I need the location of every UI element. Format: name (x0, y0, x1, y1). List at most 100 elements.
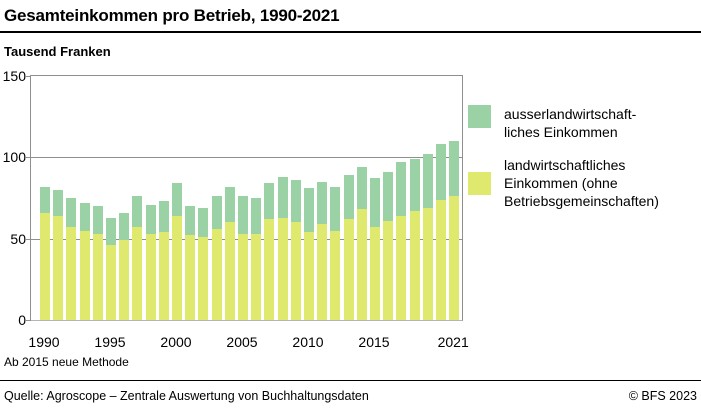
x-tick-label-2015: 2015 (358, 334, 390, 350)
bar-2014-landwirtschaftlich (356, 209, 367, 320)
bar-1997-landwirtschaftlich (132, 227, 143, 320)
bar-2012-ausserlandwirtschaftlich (330, 186, 341, 231)
bar-1999-ausserlandwirtschaftlich (158, 201, 169, 233)
bar-2008-ausserlandwirtschaftlich (277, 176, 288, 218)
y-tick-0 (25, 320, 31, 321)
bar-1996-ausserlandwirtschaftlich (119, 212, 130, 241)
bar-2005-ausserlandwirtschaftlich (238, 196, 248, 234)
bar-1995-ausserlandwirtschaftlich (106, 217, 116, 246)
legend-swatch-green (468, 105, 491, 128)
bar-2017-landwirtschaftlich (396, 215, 407, 320)
bar-2002-landwirtschaftlich (198, 237, 209, 320)
plot-area (25, 75, 463, 321)
legend-label-line: Einkommen (ohne (504, 175, 618, 191)
bar-2011-landwirtschaftlich (317, 224, 328, 320)
legend-label: landwirtschaftliches Einkommen (ohne Bet… (504, 156, 659, 210)
bar-2007-ausserlandwirtschaftlich (264, 183, 275, 220)
bar-1991-ausserlandwirtschaftlich (53, 189, 64, 216)
bar-2010-landwirtschaftlich (304, 232, 314, 320)
bar-1994-landwirtschaftlich (92, 233, 103, 320)
bar-2021-landwirtschaftlich (449, 196, 460, 320)
legend-label-line: landwirtschaftliches (504, 157, 626, 173)
bar-2010-ausserlandwirtschaftlich (304, 188, 314, 233)
bar-1992-landwirtschaftlich (66, 227, 77, 320)
legend-swatch-yellow (468, 171, 491, 195)
y-tick-label-0: 0 (18, 312, 26, 328)
legend-label-line: ausserlandwirtschaft- (504, 106, 637, 122)
bar-1994-ausserlandwirtschaftlich (92, 206, 103, 234)
bar-2013-landwirtschaftlich (343, 219, 354, 320)
legend-item-ausserlandwirtschaftlich: ausserlandwirtschaft- liches Einkommen (468, 105, 696, 141)
bar-2001-landwirtschaftlich (185, 235, 196, 320)
y-tick-label-150: 150 (2, 68, 26, 84)
bar-2020-ausserlandwirtschaftlich (436, 144, 446, 200)
bar-2013-ausserlandwirtschaftlich (343, 175, 354, 220)
bar-1998-ausserlandwirtschaftlich (145, 204, 156, 234)
bar-1997-ausserlandwirtschaftlich (132, 196, 143, 228)
bar-1990-landwirtschaftlich (40, 212, 50, 320)
bar-2012-landwirtschaftlich (330, 230, 341, 320)
bar-2020-landwirtschaftlich (436, 199, 446, 320)
bar-2002-ausserlandwirtschaftlich (198, 207, 209, 238)
x-tick-label-1990: 1990 (28, 334, 60, 350)
legend-item-landwirtschaftlich: landwirtschaftliches Einkommen (ohne Bet… (468, 156, 696, 210)
bar-2008-landwirtschaftlich (277, 217, 288, 320)
bar-2018-landwirtschaftlich (409, 211, 420, 320)
bar-1990-ausserlandwirtschaftlich (40, 186, 50, 213)
bar-2019-landwirtschaftlich (422, 207, 433, 320)
bar-2015-landwirtschaftlich (370, 227, 380, 320)
bar-2000-landwirtschaftlich (172, 215, 182, 320)
chart-header: Gesamteinkommen pro Betrieb, 1990-2021 (0, 0, 701, 33)
y-tick-150 (25, 76, 31, 77)
bar-2004-ausserlandwirtschaftlich (224, 186, 235, 223)
bar-1995-landwirtschaftlich (106, 245, 116, 320)
bar-2003-ausserlandwirtschaftlich (211, 196, 222, 229)
bar-2018-ausserlandwirtschaftlich (409, 158, 420, 212)
bar-2016-landwirtschaftlich (383, 220, 394, 320)
y-tick-label-100: 100 (2, 149, 26, 166)
bar-2021-ausserlandwirtschaftlich (449, 141, 460, 197)
bar-1993-landwirtschaftlich (79, 230, 90, 320)
bar-2016-ausserlandwirtschaftlich (383, 171, 394, 221)
legend: ausserlandwirtschaft- liches Einkommen l… (468, 105, 696, 210)
bar-2015-ausserlandwirtschaftlich (370, 178, 380, 228)
bar-2011-ausserlandwirtschaftlich (317, 181, 328, 225)
copyright-text: © BFS 2023 (628, 389, 697, 403)
bar-2019-ausserlandwirtschaftlich (422, 154, 433, 208)
bar-1993-ausserlandwirtschaftlich (79, 202, 90, 231)
chart-title: Gesamteinkommen pro Betrieb, 1990-2021 (4, 6, 340, 25)
y-tick-label-50: 50 (10, 230, 26, 247)
source-text: Quelle: Agroscope – Zentrale Auswertung … (4, 389, 369, 403)
bar-2003-landwirtschaftlich (211, 228, 222, 320)
x-tick-label-2000: 2000 (160, 334, 192, 350)
footer-divider (0, 380, 701, 381)
gridline-100 (31, 157, 462, 159)
x-tick-label-2005: 2005 (226, 334, 258, 350)
y-tick-50 (25, 238, 31, 240)
bar-2001-ausserlandwirtschaftlich (185, 206, 196, 236)
bar-1998-landwirtschaftlich (145, 233, 156, 320)
bar-2006-landwirtschaftlich (251, 233, 262, 320)
legend-label-line: Betriebsgemeinschaften) (504, 193, 659, 209)
bar-2007-landwirtschaftlich (264, 219, 275, 320)
legend-label: ausserlandwirtschaft- liches Einkommen (504, 105, 636, 141)
bar-1999-landwirtschaftlich (158, 232, 169, 320)
bar-2004-landwirtschaftlich (224, 222, 235, 320)
bar-1991-landwirtschaftlich (53, 215, 64, 320)
bar-2017-ausserlandwirtschaftlich (396, 162, 407, 216)
bar-2009-landwirtschaftlich (290, 222, 301, 320)
bar-1996-landwirtschaftlich (119, 240, 130, 320)
unit-label: Tausend Franken (4, 44, 111, 59)
x-tick-label-2021: 2021 (437, 334, 469, 350)
bar-2006-ausserlandwirtschaftlich (251, 198, 262, 234)
y-tick-100 (25, 157, 31, 159)
bar-2000-ausserlandwirtschaftlich (172, 183, 182, 216)
x-tick-label-1995: 1995 (94, 334, 126, 350)
bar-2005-landwirtschaftlich (238, 233, 248, 320)
bar-2014-ausserlandwirtschaftlich (356, 167, 367, 210)
bar-1992-ausserlandwirtschaftlich (66, 198, 77, 228)
bar-2009-ausserlandwirtschaftlich (290, 180, 301, 223)
legend-label-line: liches Einkommen (504, 124, 618, 140)
x-tick-label-2010: 2010 (292, 334, 324, 350)
